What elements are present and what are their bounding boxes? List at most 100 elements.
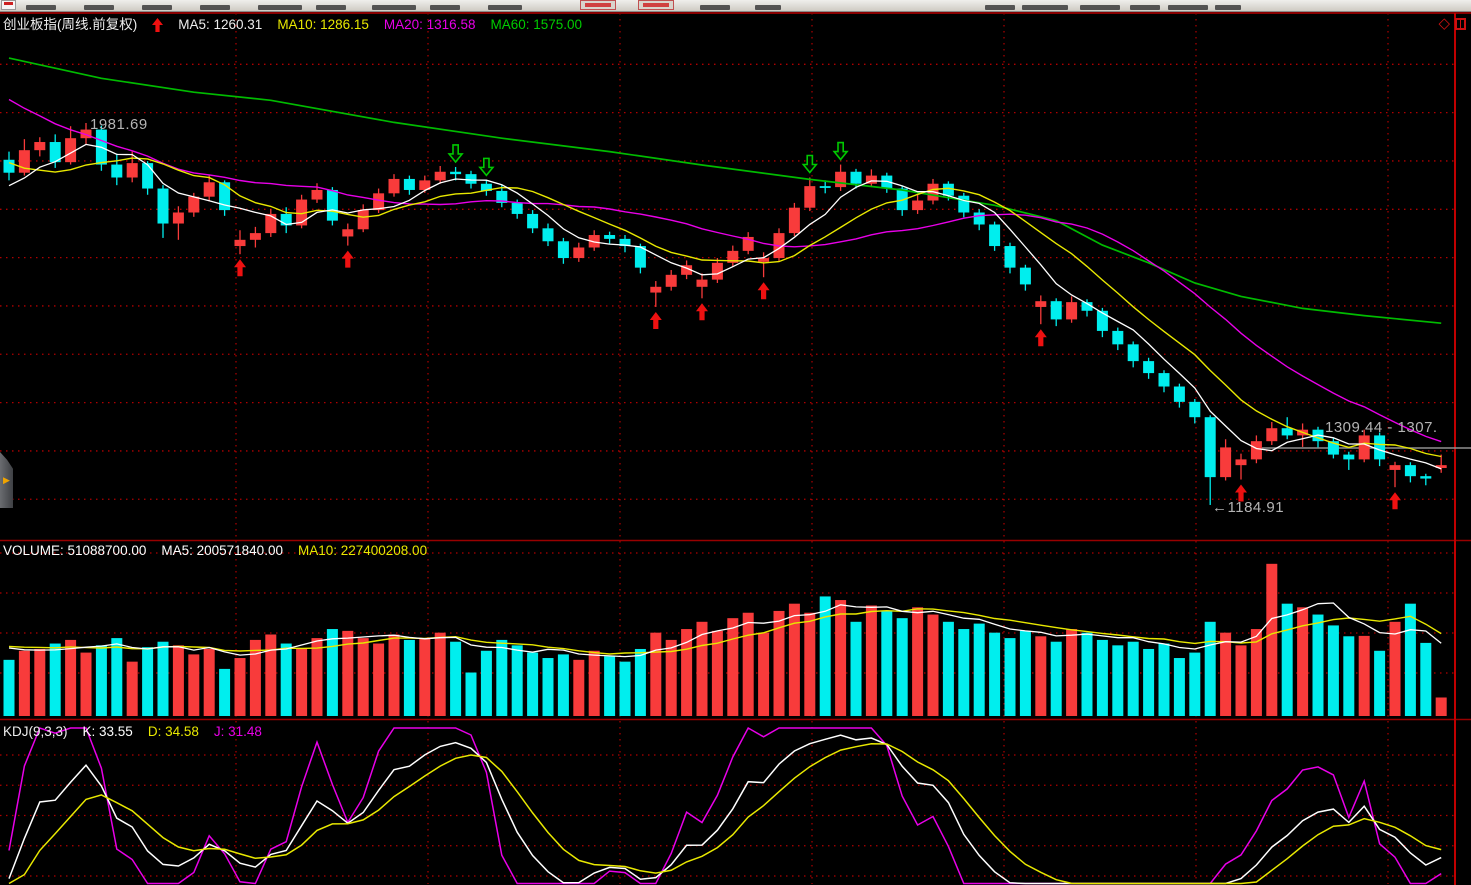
up-arrow-icon xyxy=(152,18,164,32)
volume-bar xyxy=(480,650,492,716)
candle-body xyxy=(634,246,646,268)
diamond-icon[interactable]: ◇ xyxy=(1438,15,1450,32)
menu-item-fragment[interactable] xyxy=(1168,5,1208,10)
volume-bar xyxy=(1019,630,1031,716)
candle-body xyxy=(1358,435,1370,460)
candle-body xyxy=(188,196,200,213)
volume-bar xyxy=(511,645,523,716)
volume-bar xyxy=(865,605,877,716)
candle-body xyxy=(111,164,123,178)
volume-bar xyxy=(1266,563,1278,716)
menu-item-fragment[interactable] xyxy=(1130,5,1160,10)
volume-bar xyxy=(1189,652,1201,716)
candle-body xyxy=(311,189,323,200)
volume-bar xyxy=(34,648,46,716)
volume-bar xyxy=(1143,648,1155,716)
kdj-header: KDJ(9,3,3) K: 33.55 D: 34.58 J: 31.48 xyxy=(3,724,262,740)
sell-arrow-icon xyxy=(447,144,464,164)
menu-item-fragment[interactable] xyxy=(430,5,460,10)
menu-item-fragment[interactable] xyxy=(700,5,730,10)
menu-item-fragment[interactable] xyxy=(488,5,522,10)
window-split-icon[interactable] xyxy=(1455,18,1466,30)
volume-bar xyxy=(1035,636,1047,716)
menu-item-fragment[interactable] xyxy=(26,5,56,10)
candle-body xyxy=(34,142,46,151)
candle-body xyxy=(742,236,754,251)
menu-item-fragment[interactable] xyxy=(372,5,416,10)
volume-layer xyxy=(3,563,1447,716)
top-menubar[interactable] xyxy=(0,0,1471,12)
candle-body xyxy=(172,212,184,224)
candle-body xyxy=(480,183,492,191)
menu-item-fragment[interactable] xyxy=(316,5,346,10)
candle-body xyxy=(912,200,924,211)
volume-bar xyxy=(65,639,77,716)
left-panel-expander[interactable]: ▶ xyxy=(0,452,13,508)
volume-bar xyxy=(742,612,754,716)
candle-body xyxy=(280,213,292,226)
ma60-value: MA60: 1575.00 xyxy=(490,17,583,32)
menu-item-fragment[interactable] xyxy=(258,5,302,10)
candle-body xyxy=(1281,428,1293,436)
volume-bar xyxy=(1404,603,1416,716)
volume-bar xyxy=(1343,636,1355,716)
menu-item-fragment[interactable] xyxy=(142,5,172,10)
candle-body xyxy=(1112,330,1124,345)
menubar-red-button[interactable] xyxy=(580,0,616,10)
volume-bar xyxy=(219,668,231,716)
kdj-layer xyxy=(8,726,1442,885)
menu-item-fragment[interactable] xyxy=(1022,5,1068,10)
candle-body xyxy=(65,138,77,163)
volume-bar xyxy=(588,650,600,716)
candle-body xyxy=(450,171,462,175)
menu-item-fragment[interactable] xyxy=(1215,5,1241,10)
candle-body xyxy=(126,163,138,178)
volume-bar xyxy=(634,648,646,716)
candle-body xyxy=(1035,301,1047,307)
high-price-label: 1981.69 xyxy=(90,116,148,133)
volume-bar xyxy=(696,621,708,716)
candle-body xyxy=(419,180,431,190)
candle-body xyxy=(619,238,631,247)
candle-body xyxy=(1127,344,1139,362)
candle-body xyxy=(49,142,61,163)
volume-bar xyxy=(681,629,693,716)
volume-bar xyxy=(342,630,354,716)
volume-bar xyxy=(881,610,893,716)
candle-body xyxy=(465,174,477,184)
volume-bar xyxy=(434,632,446,716)
ma20-value: MA20: 1316.58 xyxy=(383,17,476,32)
kdj-name: KDJ(9,3,3) xyxy=(3,724,68,739)
menu-item-fragment[interactable] xyxy=(84,5,114,10)
buy-arrow-icon xyxy=(234,259,246,277)
volume-ma5-line xyxy=(8,602,1442,658)
candle-body xyxy=(850,171,862,184)
candle-body xyxy=(557,241,569,259)
menubar-red-button[interactable] xyxy=(638,0,674,10)
volume-bar xyxy=(1081,632,1093,716)
volume-bar xyxy=(172,645,184,716)
candle-body xyxy=(249,233,261,240)
volume-ma10-line xyxy=(8,608,1442,655)
candle-body xyxy=(542,228,554,242)
volume-bar xyxy=(1112,645,1124,716)
candle-body xyxy=(527,213,539,229)
volume-bar xyxy=(157,641,169,716)
volume-bar xyxy=(1297,607,1309,716)
menu-item-fragment[interactable] xyxy=(1080,5,1120,10)
volume-bar xyxy=(1220,632,1232,716)
volume-bar xyxy=(1173,658,1185,716)
volume-bar xyxy=(727,618,739,716)
candle-body xyxy=(1004,246,1016,268)
candle-body xyxy=(3,159,15,173)
candle-body xyxy=(650,286,662,293)
right-arrow-icon: ▶ xyxy=(3,474,10,485)
menu-item-fragment[interactable] xyxy=(755,5,781,10)
volume-bar xyxy=(773,610,785,716)
menu-item-fragment[interactable] xyxy=(985,5,1015,10)
menu-item-fragment[interactable] xyxy=(200,5,230,10)
volume-bar xyxy=(1420,642,1432,716)
candle-body xyxy=(1050,301,1062,320)
kdj-d-value: D: 34.58 xyxy=(147,724,199,739)
